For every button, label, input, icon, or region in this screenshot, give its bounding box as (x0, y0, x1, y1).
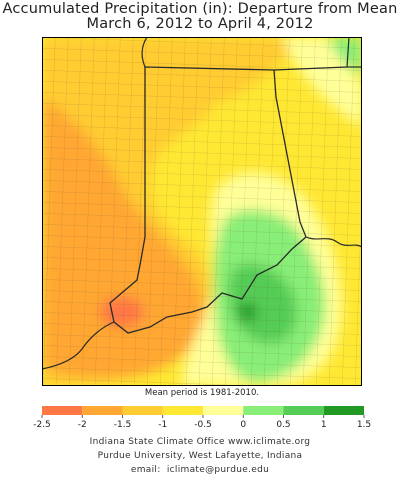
legend-swatch (42, 406, 83, 415)
footer-email-link[interactable]: iclimate@purdue.edu (166, 465, 270, 475)
legend-tick-label: -2 (78, 420, 87, 430)
legend-tick-label: -1.5 (114, 420, 132, 430)
county-grid (42, 37, 362, 386)
map-title: Accumulated Precipitation (in): Departur… (2, 1, 398, 17)
legend-swatch (82, 406, 123, 415)
legend-swatch (203, 406, 244, 415)
legend-tick-label: 0.5 (276, 420, 290, 430)
map-subtitle: March 6, 2012 to April 4, 2012 (86, 16, 314, 32)
footer-office: Indiana State Climate Office www.iclimat… (89, 437, 311, 447)
color-legend: -2.5 -2 -1.5 -1 -0.5 0 0.5 1 1.5 (30, 402, 380, 432)
legend-tick-label: 0 (240, 420, 246, 430)
map-frame (42, 37, 362, 386)
legend-swatch (323, 406, 364, 415)
legend-swatch (122, 406, 163, 415)
mean-period-note: Mean period is 1981-2010. (144, 388, 260, 398)
legend-tick-label: -2.5 (33, 420, 51, 430)
ohio-kentucky-river (305, 236, 362, 248)
footer-university: Purdue University, West Lafayette, India… (97, 451, 303, 461)
lake-michigan-shore (141, 37, 148, 68)
legend-swatch (243, 406, 284, 415)
legend-tick-label: 1.5 (357, 420, 371, 430)
illinois-kentucky-river (42, 321, 115, 370)
legend-swatch (283, 406, 324, 415)
legend-tick-label: -1 (158, 420, 167, 430)
legend-tick-label: 1 (321, 420, 327, 430)
footer-email-label: email: (130, 465, 161, 475)
legend-swatch (162, 406, 203, 415)
footer-email: email: iclimate@purdue.edu (0, 465, 400, 475)
legend-tick-label: -0.5 (194, 420, 212, 430)
precipitation-map (42, 37, 362, 386)
indiana-boundary (109, 66, 307, 334)
